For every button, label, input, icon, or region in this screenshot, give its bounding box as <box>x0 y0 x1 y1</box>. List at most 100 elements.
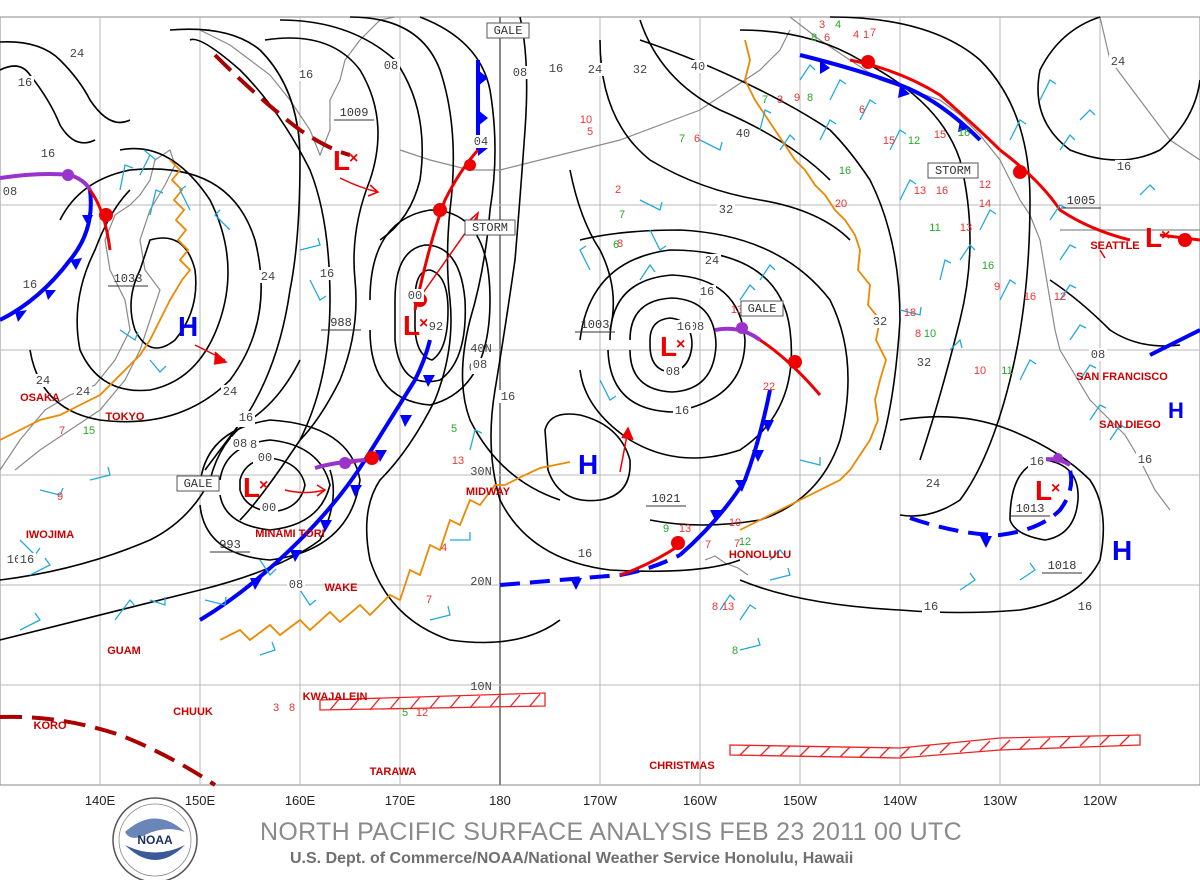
isobar-label-bg <box>472 135 490 148</box>
longitude-label: 130W <box>983 793 1018 808</box>
warning-box <box>740 300 784 317</box>
isobar-label: 08 <box>513 66 527 80</box>
station-number: 2 <box>615 184 621 196</box>
isobar-label-bg <box>689 60 707 73</box>
isobar-label: 16 <box>501 390 515 404</box>
isobar-label-bg <box>576 547 594 560</box>
station-number: 8 <box>712 601 718 613</box>
station-number: 18 <box>904 307 916 319</box>
isobar-label-bg <box>664 365 682 378</box>
hawaii <box>704 555 749 576</box>
city-label: KWAJALEIN <box>303 691 368 703</box>
station-number: 13 <box>914 185 926 197</box>
station-number: 5 <box>587 126 593 138</box>
station-number: 13 <box>679 523 691 535</box>
isobar-label-bg <box>318 267 336 280</box>
high-1018-symbol: H <box>1112 535 1132 566</box>
isobar-label: 16 <box>1030 455 1044 469</box>
isobar-label: 08 <box>690 320 704 334</box>
warning-label: STORM <box>935 164 971 178</box>
isobar-label-bg <box>259 270 277 283</box>
isobar-label: 16 <box>7 553 21 567</box>
noaa-logo: NOAA <box>112 797 198 880</box>
isobar-label-bg <box>698 285 716 298</box>
isobar-label: 00 <box>408 289 422 303</box>
station-number: 6 <box>859 104 865 116</box>
isobar-label: 40 <box>691 60 705 74</box>
station-number: 12 <box>416 707 428 719</box>
station-number: 8 <box>915 328 921 340</box>
isobar-label-bg <box>382 59 400 72</box>
station-number: 7 <box>619 209 625 221</box>
station-number: 20 <box>835 198 847 210</box>
city-label: SAN DIEGO <box>1099 419 1161 431</box>
isobar-label: 16 <box>239 411 253 425</box>
isobar-label-bg <box>922 600 940 613</box>
station-number: 16 <box>982 260 994 272</box>
longitude-label: 140W <box>883 793 918 808</box>
isobar-label-bg <box>1089 348 1107 361</box>
low-1003-symbol: L <box>660 331 677 362</box>
pressure-value: 1003 <box>581 318 610 332</box>
isobar-label: 16 <box>700 285 714 299</box>
occluded-front-marks <box>62 169 1063 469</box>
station-number: 9 <box>794 92 800 104</box>
isobar-label-bg <box>39 147 57 160</box>
isobar-label-bg <box>297 68 315 81</box>
isobar-label: 40 <box>736 127 750 141</box>
warning-label: GALE <box>184 477 213 491</box>
station-number: 4 <box>441 542 447 554</box>
city-label: HONOLULU <box>729 549 791 561</box>
isobar-label-bg <box>256 451 274 464</box>
station-number: 9 <box>994 281 1000 293</box>
isobar-label: 24 <box>76 385 90 399</box>
warning-box <box>486 22 530 39</box>
isobar-label-bg <box>237 411 255 424</box>
station-number: 10 <box>729 517 741 529</box>
station-number: 11 <box>929 222 940 234</box>
station-number: 7 <box>59 425 65 437</box>
isobar-label-bg <box>924 477 942 490</box>
latitude-label: 20N <box>470 575 492 589</box>
isobar-label-bg <box>631 63 649 76</box>
isobar-label-bg <box>717 203 735 216</box>
isobar-label-bg <box>16 76 34 89</box>
station-number: 12 <box>908 135 920 147</box>
isobar-label: 24 <box>223 385 237 399</box>
warning-box <box>464 219 516 236</box>
longitude-label: 120W <box>1083 793 1118 808</box>
graticule <box>0 17 1200 785</box>
isobar-label: 08 <box>3 185 17 199</box>
isobar-label: 00 <box>258 451 272 465</box>
isobar-label: 16 <box>18 76 32 90</box>
low-1013-symbol: L <box>1035 475 1052 506</box>
station-number: 7 <box>734 538 740 550</box>
isobar-label-bg <box>1109 55 1127 68</box>
station-number: 14 <box>979 198 991 210</box>
isobar-label-bg <box>231 437 249 450</box>
city-label: CHRISTMAS <box>649 760 714 772</box>
pressure-centers: L × H L × L × H L × L × H L × H <box>178 145 1184 566</box>
city-label: SEATTLE <box>1090 240 1139 252</box>
low-993-x: × <box>259 477 268 494</box>
warning-label: STORM <box>472 221 508 235</box>
frontogenesis <box>499 469 1074 587</box>
na-interior-border <box>1060 16 1200 231</box>
longitude-label: 140E <box>85 793 116 808</box>
isobar-label: 16 <box>677 320 691 334</box>
city-label: CHUUK <box>173 706 213 718</box>
station-number: 6 <box>613 239 619 251</box>
trough-lines <box>0 39 887 642</box>
city-label: GUAM <box>107 645 141 657</box>
longitude-label: 160E <box>285 793 316 808</box>
pressure-value: 1009 <box>340 106 369 120</box>
low-993-symbol: L <box>243 472 260 503</box>
isobar-label: 32 <box>719 203 733 217</box>
station-number: 11 <box>1001 365 1012 377</box>
isobar-label: 92 <box>429 320 443 334</box>
isobar-label-bg <box>1028 455 1046 468</box>
low-1013-x: × <box>1051 480 1060 497</box>
low-1009-symbol: L <box>333 145 350 176</box>
isobar-label: 24 <box>261 270 275 284</box>
